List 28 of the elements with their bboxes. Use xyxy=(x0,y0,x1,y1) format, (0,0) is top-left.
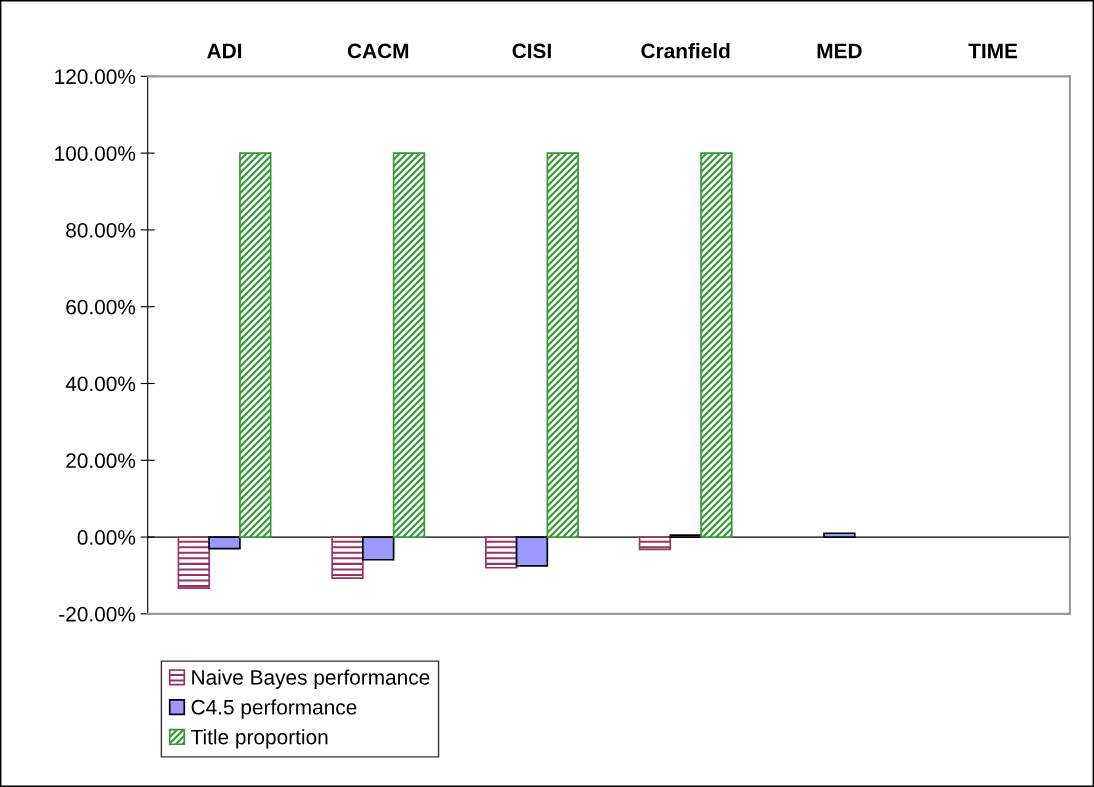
x-tick-label: Cranfield xyxy=(641,43,730,59)
bar xyxy=(239,152,272,538)
legend-label: Naive Bayes performance xyxy=(192,669,430,689)
y-tick-label: 80.00% xyxy=(66,222,136,238)
x-tick-label: CISI xyxy=(512,43,551,59)
legend-label: C4.5 performance xyxy=(191,699,357,719)
x-tick-label: MED xyxy=(817,43,862,59)
y-tick-label: 120.00% xyxy=(55,69,136,85)
y-tick-label: 60.00% xyxy=(66,299,136,315)
x-tick-label: CACM xyxy=(347,43,409,59)
bar xyxy=(177,536,211,589)
bar xyxy=(331,536,364,579)
x-tick-label: TIME xyxy=(968,43,1018,59)
y-tick-label: 100.00% xyxy=(55,146,136,161)
legend-label: Title proportion xyxy=(191,729,328,749)
bar xyxy=(638,536,672,551)
bar xyxy=(515,536,549,567)
y-tick-label: -20.00% xyxy=(59,606,136,622)
y-tick-label: 0.00% xyxy=(77,530,136,545)
bar xyxy=(208,536,241,550)
y-tick-label: 20.00% xyxy=(66,453,136,469)
bar xyxy=(362,536,395,561)
x-tick-label: ADI xyxy=(207,43,242,59)
bar xyxy=(392,152,426,538)
bar xyxy=(700,152,733,538)
bar xyxy=(485,536,518,569)
y-tick-label: 40.00% xyxy=(65,376,136,392)
bar xyxy=(546,152,579,538)
